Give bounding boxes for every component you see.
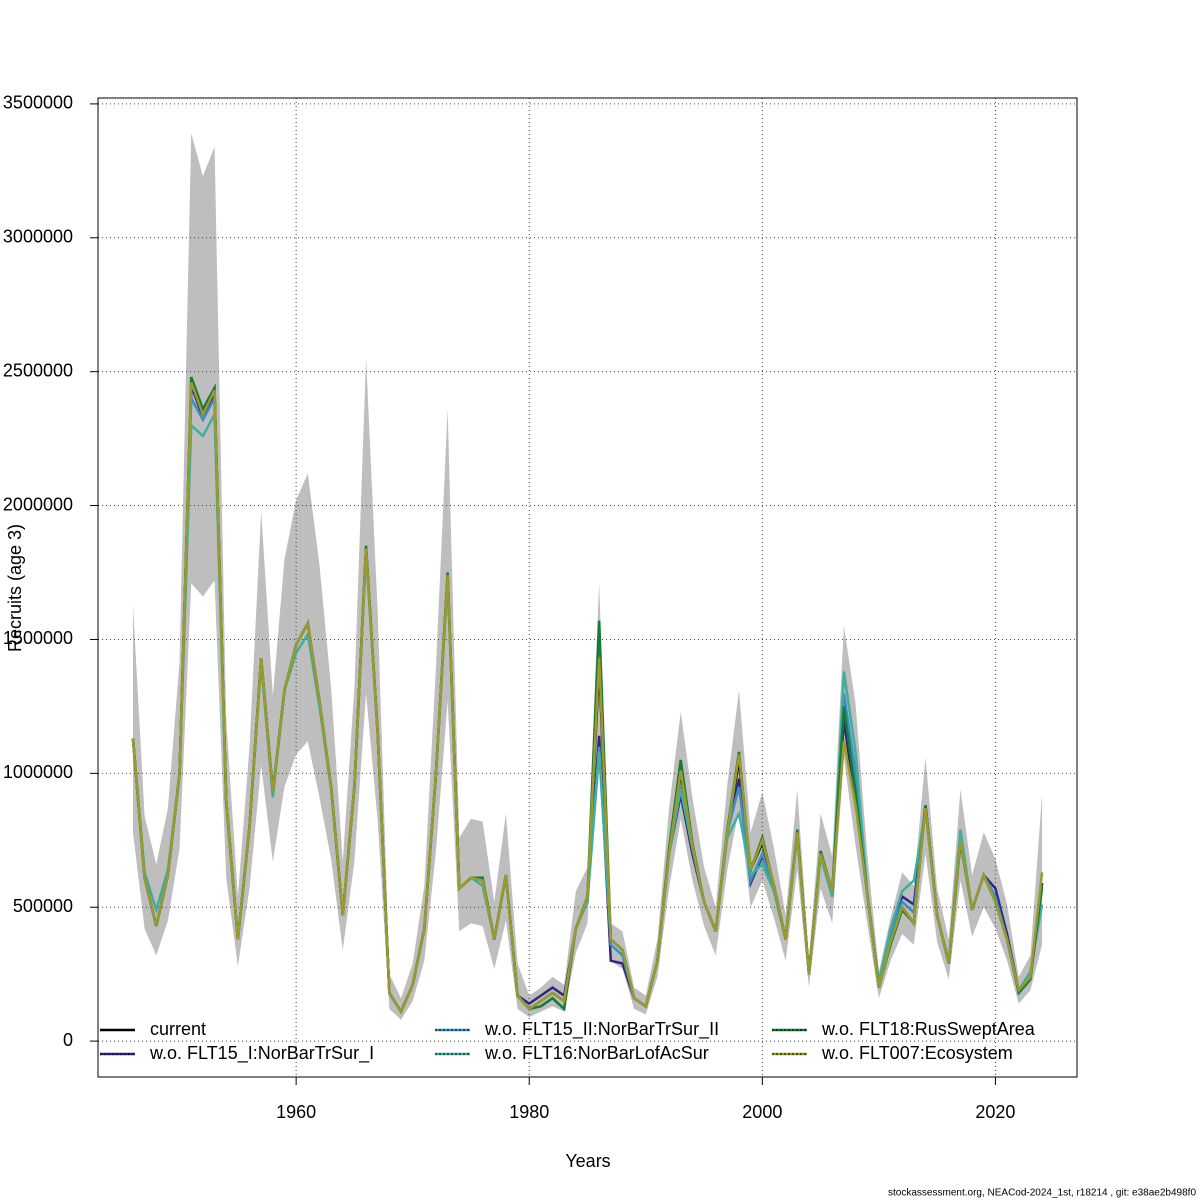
y-tick-label: 3500000 <box>3 93 73 113</box>
legend-label: w.o. FLT16:NorBarLofAcSur <box>484 1043 709 1063</box>
x-tick-label: 1980 <box>509 1102 549 1122</box>
y-axis-label: Recruits (age 3) <box>5 524 25 652</box>
legend-label: w.o. FLT18:RusSweptArea <box>821 1019 1036 1039</box>
y-tick-label: 1500000 <box>3 628 73 648</box>
footer: stockassessment.org, NEACod-2024_1st, r1… <box>888 1188 1196 1199</box>
x-axis-label: Years <box>565 1151 610 1171</box>
series-line <box>131 381 1044 1015</box>
x-tick-label: 1960 <box>276 1102 316 1122</box>
legend-label: w.o. FLT007:Ecosystem <box>821 1043 1013 1063</box>
legend-label: w.o. FLT15_I:NorBarTrSur_I <box>149 1043 374 1064</box>
y-tick-label: 0 <box>63 1030 73 1050</box>
y-tick-label: 3000000 <box>3 227 73 247</box>
y-tick-label: 2000000 <box>3 494 73 514</box>
legend-label: current <box>150 1019 206 1039</box>
y-tick-label: 1000000 <box>3 762 73 782</box>
y-tick-label: 500000 <box>13 896 73 916</box>
x-tick-label: 2000 <box>742 1102 782 1122</box>
legend-label: w.o. FLT15_II:NorBarTrSur_II <box>484 1019 719 1040</box>
x-tick-label: 2020 <box>975 1102 1015 1122</box>
plot-frame <box>97 97 1078 1078</box>
y-tick-label: 2500000 <box>3 360 73 380</box>
